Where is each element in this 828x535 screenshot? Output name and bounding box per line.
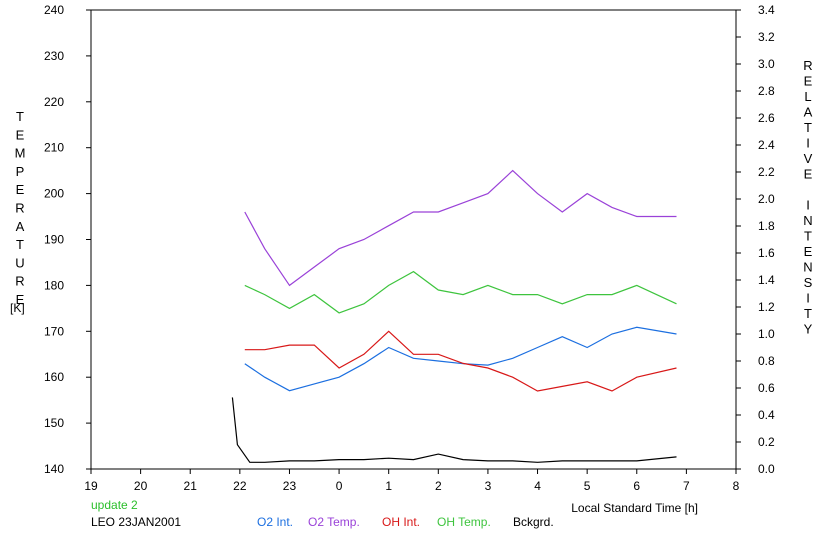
text-layer: Local Standard Time [h] update 2 LEO 23J…: [10, 301, 698, 529]
y-right-title-letter: T: [804, 306, 812, 321]
y-right-tick-label: 2.4: [758, 138, 775, 152]
x-tick-label: 23: [283, 479, 297, 493]
y-right-tick-label: 0.0: [758, 462, 775, 476]
y-right-tick-label: 3.4: [758, 3, 775, 17]
y-right-tick-label: 1.6: [758, 246, 775, 260]
y-left-title-letter: M: [15, 146, 26, 161]
y-right-title-letter: E: [804, 244, 813, 259]
y-right-title-letter: A: [804, 105, 813, 120]
series-line-oh-int: [244, 330, 677, 392]
x-axis-label: Local Standard Time [h]: [571, 501, 698, 515]
y-right-tick-label: 3.0: [758, 57, 775, 71]
y-right-title-letter: I: [806, 198, 810, 213]
x-tick-label: 1: [385, 479, 392, 493]
y-left-title-letter: R: [15, 201, 24, 216]
left-axis-unit: [K]: [10, 301, 25, 315]
series-line-o2-temp: [244, 169, 677, 287]
y-right-title-letter: T: [804, 120, 812, 135]
y-right-title-letter: N: [803, 213, 812, 228]
series-line-bckgrd: [231, 397, 677, 463]
y-left-tick-label: 190: [44, 233, 64, 247]
y-right-title-letter: Y: [804, 322, 813, 337]
series-line-o2-int: [244, 326, 677, 392]
plot-frame: [90, 9, 737, 470]
series-line-oh-temp: [244, 270, 677, 314]
y-right-tick-label: 0.6: [758, 381, 775, 395]
legend-entry: Bckgrd.: [513, 515, 554, 529]
legend-entry: OH Temp.: [437, 515, 491, 529]
annotation-station: LEO 23JAN2001: [91, 515, 181, 529]
y-right-tick-label: 0.2: [758, 435, 775, 449]
y-left-title-letter: T: [16, 109, 24, 124]
y-right-tick-label: 1.8: [758, 219, 775, 233]
y-left-title-letter: U: [15, 255, 24, 270]
y-right-tick-label: 1.2: [758, 300, 775, 314]
y-right-tick-label: 2.0: [758, 192, 775, 206]
x-tick-label: 22: [233, 479, 247, 493]
x-tick-label: 5: [584, 479, 591, 493]
x-tick-label: 7: [683, 479, 690, 493]
x-tick-label: 6: [633, 479, 640, 493]
y-right-title-letter: V: [804, 151, 813, 166]
y-right-tick-label: 2.6: [758, 111, 775, 125]
legend-entry: O2 Int.: [257, 515, 293, 529]
x-tick-label: 19: [84, 479, 98, 493]
y-right-title-letter: N: [803, 260, 812, 275]
axes-layer: 19 20 21 22 23 0 1 2 3 4 5 6 7 8140150160170180190200…: [44, 3, 775, 493]
y-left-title-letter: E: [16, 127, 25, 142]
y-right-tick-label: 1.4: [758, 273, 775, 287]
y-right-tick-label: 0.4: [758, 408, 775, 422]
y-right-title-letter: I: [806, 136, 810, 151]
y-left-title-letter: R: [15, 274, 24, 289]
y-left-title-letter: P: [16, 164, 25, 179]
y-right-title-letter: R: [803, 58, 812, 73]
x-tick-label: 2: [435, 479, 442, 493]
y-left-title-letter: E: [16, 182, 25, 197]
y-right-tick-label: 2.8: [758, 84, 775, 98]
y-left-tick-label: 170: [44, 324, 64, 338]
y-right-title-letter: E: [804, 74, 813, 89]
y-left-tick-label: 180: [44, 278, 64, 292]
x-tick-label: 0: [336, 479, 343, 493]
x-tick-label: 4: [534, 479, 541, 493]
y-right-tick-label: 0.8: [758, 354, 775, 368]
y-right-title-letter: I: [806, 291, 810, 306]
y-left-title-letter: E: [16, 292, 25, 307]
x-tick-label: 3: [485, 479, 492, 493]
x-tick-label: 21: [184, 479, 198, 493]
y-left-tick-label: 200: [44, 187, 64, 201]
y-left-tick-label: 150: [44, 416, 64, 430]
y-right-title-letter: E: [804, 167, 813, 182]
legend-entry: OH Int.: [382, 515, 420, 529]
y-left-tick-label: 160: [44, 370, 64, 384]
y-left-title-letter: T: [16, 237, 24, 252]
series-layer: [231, 169, 677, 463]
y-right-tick-label: 1.0: [758, 327, 775, 341]
annotation-update: update 2: [91, 498, 138, 512]
y-left-tick-label: 210: [44, 141, 64, 155]
y-left-title-letter: A: [16, 219, 25, 234]
x-tick-label: 20: [134, 479, 148, 493]
y-right-title-letter: L: [804, 89, 811, 104]
y-left-tick-label: 220: [44, 95, 64, 109]
y-right-tick-label: 2.2: [758, 165, 775, 179]
y-left-tick-label: 240: [44, 3, 64, 17]
y-right-title-letter: T: [804, 229, 812, 244]
x-tick-label: 8: [733, 479, 740, 493]
y-right-tick-label: 3.2: [758, 30, 775, 44]
legend: O2 Int. O2 Temp. OH Int. OH Temp. Bckgrd.: [257, 515, 554, 529]
y-left-tick-label: 230: [44, 49, 64, 63]
y-right-title-letter: S: [804, 275, 813, 290]
y-left-tick-label: 140: [44, 462, 64, 476]
legend-entry: O2 Temp.: [308, 515, 360, 529]
